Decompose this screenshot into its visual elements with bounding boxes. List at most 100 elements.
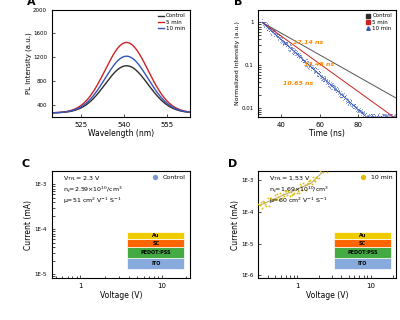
Point bbox=[386, 96, 393, 101]
Point bbox=[306, 46, 313, 52]
Point bbox=[369, 103, 376, 108]
Point bbox=[320, 54, 327, 59]
Point bbox=[358, 108, 364, 113]
Point bbox=[381, 86, 388, 91]
Point bbox=[355, 135, 361, 140]
Point bbox=[382, 90, 388, 95]
Point bbox=[288, 40, 295, 45]
Point bbox=[310, 52, 316, 57]
Point bbox=[363, 79, 369, 84]
Point bbox=[362, 76, 369, 81]
Point bbox=[273, 29, 279, 35]
Point bbox=[132, 94, 138, 99]
Point bbox=[344, 71, 351, 76]
Point bbox=[351, 136, 358, 141]
Point bbox=[319, 72, 326, 77]
Point bbox=[273, 31, 280, 36]
Point bbox=[361, 90, 367, 95]
Point bbox=[368, 101, 375, 107]
Point bbox=[286, 44, 292, 49]
Point bbox=[375, 112, 381, 117]
Point bbox=[298, 45, 304, 50]
Point bbox=[381, 106, 388, 111]
Point bbox=[352, 107, 358, 112]
Point bbox=[270, 26, 277, 31]
Point bbox=[329, 72, 335, 77]
Point bbox=[342, 82, 348, 87]
Point bbox=[285, 35, 291, 40]
Point bbox=[278, 38, 284, 44]
Point bbox=[280, 30, 286, 35]
Point bbox=[286, 34, 292, 39]
Point bbox=[291, 39, 297, 44]
Point bbox=[325, 67, 331, 72]
Point bbox=[367, 116, 373, 121]
Point bbox=[309, 65, 316, 70]
Point bbox=[276, 32, 282, 37]
Point bbox=[392, 94, 398, 99]
Point bbox=[269, 29, 276, 34]
Point bbox=[386, 113, 393, 118]
Point bbox=[285, 35, 292, 40]
Point bbox=[284, 193, 290, 198]
Point bbox=[131, 92, 137, 98]
Point bbox=[375, 117, 382, 123]
Point bbox=[351, 72, 357, 77]
Point bbox=[321, 165, 328, 171]
Point bbox=[261, 20, 267, 25]
Point bbox=[284, 38, 290, 44]
Point bbox=[343, 99, 349, 104]
Text: 10.65 ns: 10.65 ns bbox=[283, 81, 314, 86]
Point bbox=[275, 33, 281, 38]
Point bbox=[322, 66, 328, 71]
Point bbox=[358, 73, 365, 78]
Point bbox=[386, 94, 392, 100]
Point bbox=[323, 78, 329, 84]
Point bbox=[335, 62, 342, 68]
Point bbox=[355, 107, 361, 112]
Point bbox=[386, 114, 392, 119]
Point bbox=[264, 21, 270, 26]
Point bbox=[285, 42, 292, 47]
Point bbox=[342, 95, 348, 100]
Point bbox=[280, 39, 287, 44]
Point bbox=[384, 108, 391, 113]
Point bbox=[265, 24, 271, 29]
10 min bbox=[124, 54, 129, 58]
Point bbox=[280, 38, 287, 44]
Point bbox=[314, 53, 320, 59]
Point bbox=[287, 34, 293, 39]
Point bbox=[182, 23, 188, 28]
Point bbox=[260, 20, 266, 25]
Point bbox=[305, 59, 312, 64]
Point bbox=[368, 113, 375, 118]
Point bbox=[310, 54, 317, 59]
Point bbox=[333, 59, 340, 64]
Point bbox=[383, 109, 390, 115]
Point bbox=[59, 142, 66, 147]
Point bbox=[382, 86, 389, 92]
Point bbox=[311, 55, 318, 60]
Point bbox=[63, 139, 69, 144]
Point bbox=[348, 83, 355, 88]
Point bbox=[268, 25, 275, 30]
Point bbox=[310, 47, 316, 52]
Point bbox=[318, 75, 324, 80]
Point bbox=[337, 92, 343, 97]
Point bbox=[382, 109, 388, 114]
Point bbox=[86, 135, 92, 140]
Point bbox=[313, 52, 319, 57]
Point bbox=[97, 129, 104, 134]
Point bbox=[387, 92, 393, 98]
Point bbox=[103, 120, 110, 125]
Point bbox=[383, 92, 390, 97]
Point bbox=[163, 54, 170, 60]
Point bbox=[386, 89, 393, 94]
Point bbox=[333, 61, 339, 67]
X-axis label: Voltage (V): Voltage (V) bbox=[100, 291, 142, 300]
Point bbox=[277, 32, 283, 37]
Point bbox=[332, 63, 338, 68]
Point bbox=[380, 86, 386, 91]
Point bbox=[268, 28, 274, 33]
Point bbox=[324, 81, 331, 86]
